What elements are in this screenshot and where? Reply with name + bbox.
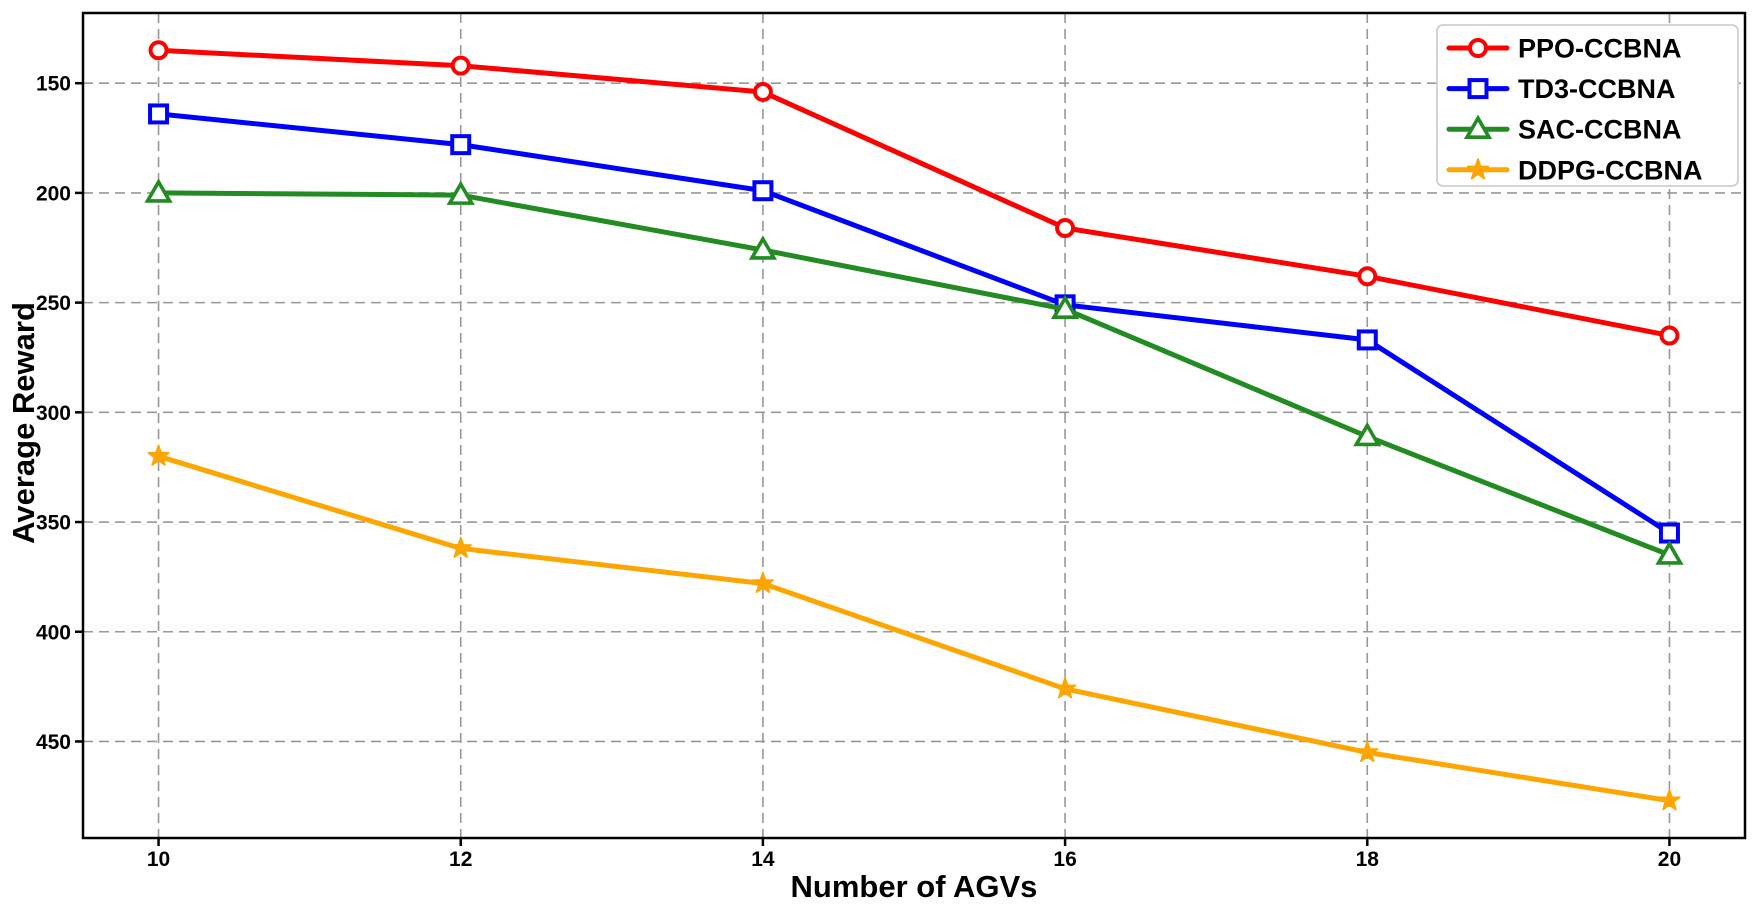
legend-label: SAC-CCBNA [1518, 115, 1682, 145]
y-tick-label: 450 [36, 731, 71, 754]
data-point-DDPG-CCBNA [1658, 788, 1681, 811]
legend-marker-DDPG-CCBNA [1466, 158, 1490, 180]
legend-marker-TD3-CCBNA [1467, 78, 1489, 100]
data-point-TD3-CCBNA [148, 103, 170, 125]
series-line-SAC-CCBNA [156, 190, 1672, 558]
x-tick-label: 10 [147, 848, 170, 871]
axes-layer: 10 12 14 16 18 20 150 200 250 300 350 400 450 [36, 11, 1747, 871]
legend-item: PPO-CCBNA [1446, 34, 1682, 64]
y-axis-label: Average Reward [6, 302, 41, 544]
y-tick-label: 300 [36, 402, 71, 425]
data-point-SAC-CCBNA [1353, 421, 1382, 447]
data-point-TD3-CCBNA [450, 134, 472, 156]
data-point-PPO-CCBNA [752, 81, 773, 102]
x-tick-label: 18 [1356, 848, 1380, 871]
data-point-SAC-CCBNA [144, 178, 173, 203]
series-layer [144, 40, 1684, 811]
y-tick-label: 150 [36, 73, 71, 96]
data-point-DDPG-CCBNA [1053, 677, 1077, 699]
legend-marker-PPO-CCBNA [1468, 38, 1488, 58]
axes-spine [81, 11, 1747, 840]
x-tick-label: 20 [1658, 848, 1681, 871]
data-point-DDPG-CCBNA [449, 536, 472, 559]
data-point-PPO-CCBNA [450, 55, 471, 76]
data-point-SAC-CCBNA [1655, 540, 1684, 565]
legend-item: SAC-CCBNA [1446, 114, 1682, 145]
data-point-DDPG-CCBNA [147, 444, 170, 466]
x-tick-label: 12 [449, 848, 472, 871]
x-tick-label: 16 [1053, 848, 1076, 871]
legend-item: TD3-CCBNA [1446, 74, 1676, 104]
y-tick-label: 250 [36, 292, 71, 315]
data-point-PPO-CCBNA [148, 40, 169, 61]
y-tick-label: 200 [36, 182, 71, 205]
data-point-TD3-CCBNA [1356, 329, 1378, 351]
x-axis-label: Number of AGVs [791, 869, 1038, 904]
data-point-DDPG-CCBNA [1356, 740, 1379, 763]
legend-label: TD3-CCBNA [1518, 74, 1676, 104]
legend-label: PPO-CCBNA [1518, 34, 1682, 64]
series-line-DDPG-CCBNA [156, 453, 1672, 804]
data-point-PPO-CCBNA [1055, 218, 1076, 239]
y-tick-label: 400 [36, 621, 71, 644]
data-point-SAC-CCBNA [1050, 294, 1080, 320]
data-point-DDPG-CCBNA [751, 571, 775, 594]
data-point-TD3-CCBNA [1658, 522, 1680, 544]
data-point-SAC-CCBNA [748, 235, 778, 260]
series-line-TD3-CCBNA [156, 111, 1672, 536]
legend-label: DDPG-CCBNA [1518, 155, 1703, 185]
data-point-PPO-CCBNA [1357, 266, 1378, 287]
legend-item: DDPG-CCBNA [1446, 155, 1703, 185]
series-line-PPO-CCBNA [156, 47, 1672, 338]
legend: PPO-CCBNA TD3-CCBNA SAC-CCBNA DDPG-CCBNA [1436, 24, 1739, 187]
y-tick-label: 350 [36, 512, 71, 535]
data-point-TD3-CCBNA [752, 180, 774, 202]
legend-marker-SAC-CCBNA [1463, 114, 1493, 139]
legend-frame [1436, 24, 1739, 187]
x-tick-label: 14 [751, 848, 775, 871]
data-point-PPO-CCBNA [1659, 325, 1680, 346]
data-point-SAC-CCBNA [446, 180, 475, 205]
